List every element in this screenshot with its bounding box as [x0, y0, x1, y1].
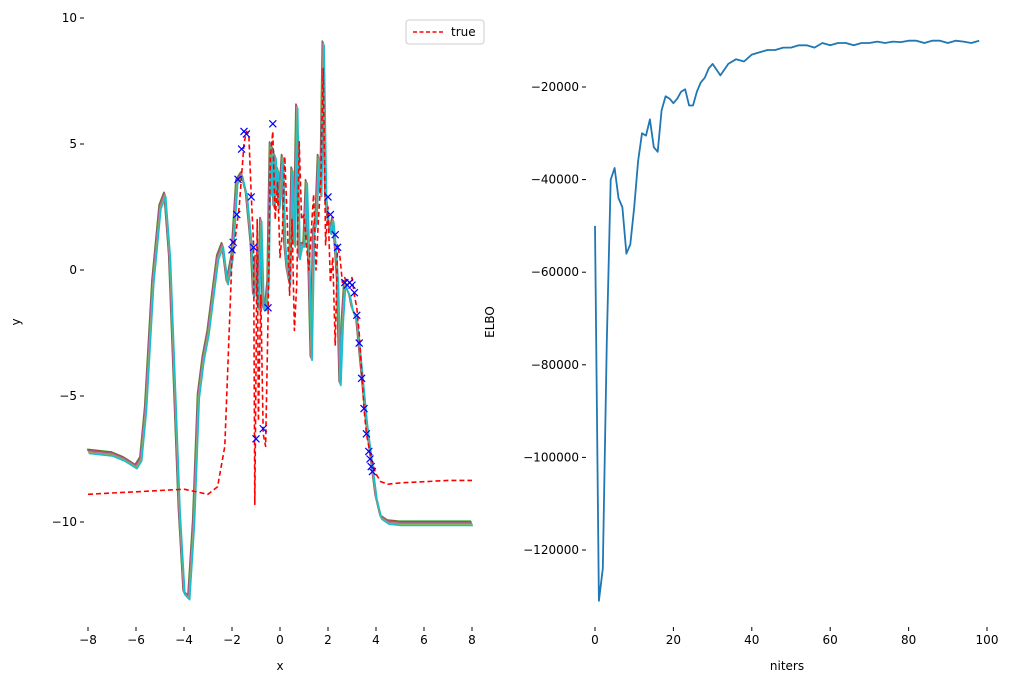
- prediction-line-3: [87, 41, 472, 598]
- observation-marker: [259, 424, 268, 433]
- legend-label-true: true: [451, 25, 476, 39]
- left-y-tick-label: −5: [59, 389, 77, 403]
- right-y-tick-label: −80000: [531, 358, 579, 372]
- observation-marker: [333, 243, 342, 252]
- observation-marker: [368, 467, 377, 476]
- right-y-tick-label: −40000: [531, 173, 579, 187]
- right-y-tick-label: −100000: [523, 450, 579, 464]
- left-x-axis-label: x: [276, 659, 283, 673]
- left-x-tick-label: −6: [127, 633, 145, 647]
- right-x-tick-label: 20: [666, 633, 681, 647]
- legend-box: [405, 19, 485, 45]
- observation-marker: [268, 119, 277, 128]
- prediction-line-2: [87, 40, 472, 597]
- right-y-tick-label: −60000: [531, 265, 579, 279]
- left-x-tick-label: 0: [276, 633, 284, 647]
- observation-marker: [324, 192, 332, 201]
- left-y-tick-label: −10: [52, 515, 77, 529]
- observation-marker: [229, 238, 238, 247]
- prediction-line-8: [88, 44, 473, 601]
- observation-marker: [331, 230, 340, 239]
- observation-marker: [252, 434, 260, 443]
- observation-marker: [237, 145, 246, 153]
- left-x-ticks: −8 −6 −4 −2 0 2 4 6 8: [79, 627, 476, 647]
- right-x-tick-label: 0: [591, 633, 599, 647]
- observation-marker: [249, 243, 258, 252]
- right-x-ticks: 0 20 40 60 80 100: [591, 627, 998, 647]
- right-x-axis-label: niters: [770, 659, 804, 673]
- left-x-tick-label: −2: [223, 633, 241, 647]
- observation-marker: [360, 404, 368, 413]
- left-y-axis-label: y: [9, 318, 23, 325]
- true-line: [87, 67, 472, 506]
- left-x-tick-label: −8: [79, 633, 97, 647]
- observation-marker: [350, 288, 359, 297]
- observation-marker: [264, 303, 272, 312]
- left-y-tick-label: 0: [69, 263, 77, 277]
- right-y-tick-label: −120000: [523, 543, 579, 557]
- right-axes: 0 20 40 60 80 100 −20000 −40000 −60000 −80000 −10…: [483, 39, 998, 673]
- left-axes: −8 −6 −4 −2 0 2 4 6 8 10 5 0 −5 −10 x y true: [9, 11, 485, 673]
- observation-marker: [228, 245, 236, 254]
- left-x-tick-label: 2: [324, 633, 332, 647]
- right-y-axis-label: ELBO: [483, 306, 497, 338]
- prediction-line-7: [88, 43, 473, 600]
- observation-marker: [355, 339, 364, 348]
- observation-marker: [348, 281, 356, 290]
- right-x-tick-label: 60: [823, 633, 838, 647]
- left-x-tick-label: 4: [372, 633, 380, 647]
- left-y-tick-label: 5: [69, 137, 77, 151]
- prediction-line-5: [88, 42, 473, 599]
- left-plot-area: [87, 40, 473, 601]
- left-x-tick-label: 6: [420, 633, 428, 647]
- observation-marker: [364, 447, 373, 456]
- legend: true: [405, 19, 485, 45]
- observation-marker: [352, 311, 361, 320]
- right-plot-area: [594, 39, 980, 602]
- observation-marker: [247, 192, 256, 201]
- right-x-tick-label: 80: [901, 633, 916, 647]
- left-x-tick-label: 8: [468, 633, 476, 647]
- observation-marker: [366, 455, 374, 463]
- observation-marker: [357, 374, 366, 383]
- prediction-line-4: [87, 42, 472, 599]
- prediction-line-1: [87, 40, 472, 597]
- right-x-tick-label: 100: [976, 633, 999, 647]
- observation-marker: [242, 129, 251, 138]
- right-x-tick-label: 40: [744, 633, 759, 647]
- observation-marker: [234, 175, 242, 184]
- right-y-tick-label: −20000: [531, 80, 579, 94]
- observation-marker: [326, 210, 335, 219]
- left-x-tick-label: −4: [175, 633, 193, 647]
- observation-marker: [232, 210, 241, 219]
- left-y-tick-label: 10: [62, 11, 77, 25]
- elbo-line: [594, 39, 980, 602]
- right-y-ticks: −20000 −40000 −60000 −80000 −100000 −120000: [523, 80, 586, 557]
- left-y-ticks: 10 5 0 −5 −10: [52, 11, 84, 529]
- observation-marker: [362, 429, 371, 438]
- prediction-line-6: [88, 43, 473, 600]
